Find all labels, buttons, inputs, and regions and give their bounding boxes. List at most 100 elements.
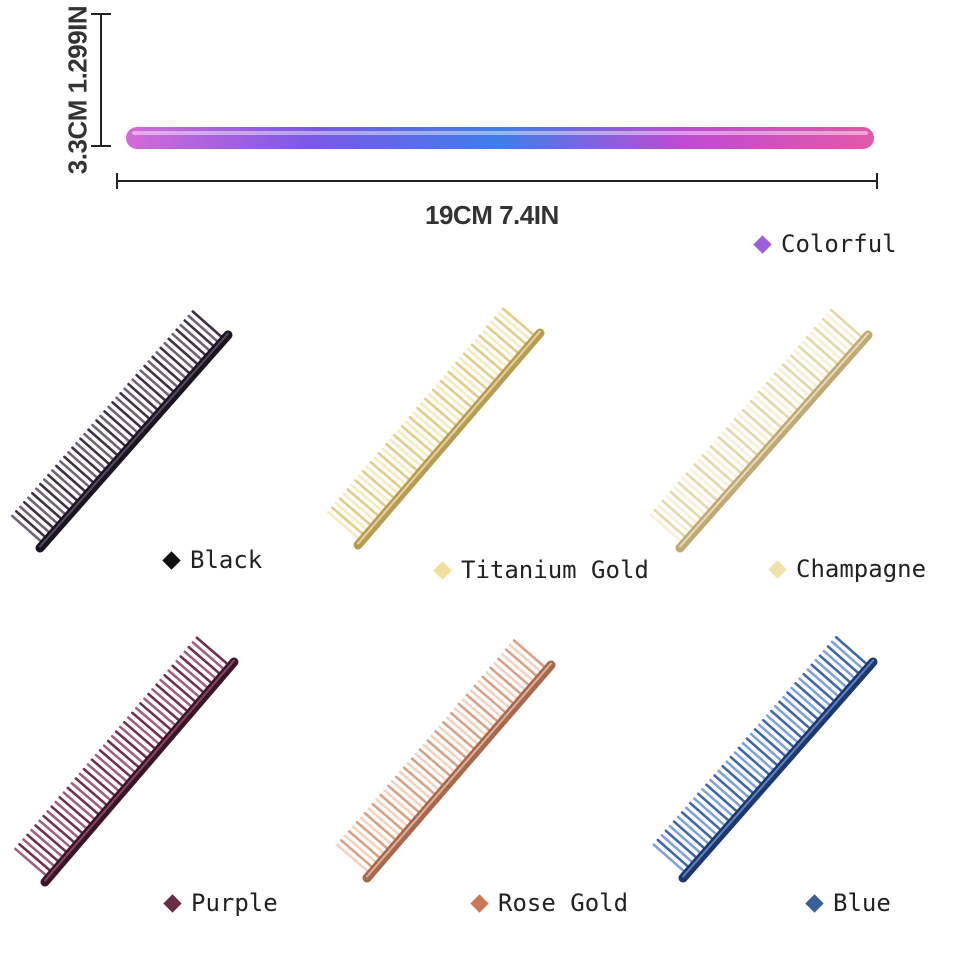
comb-tooth: [34, 824, 71, 856]
comb-tooth: [106, 739, 143, 771]
comb-tooth: [195, 636, 232, 668]
comb-tooth: [155, 683, 192, 715]
comb-tooth: [412, 411, 449, 443]
comb-tooth: [689, 467, 726, 500]
comb-tooth: [30, 828, 67, 861]
comb-tooth: [114, 730, 151, 762]
comb-tooth: [745, 404, 782, 436]
comb-tooth: [770, 709, 806, 742]
diamond-icon: [163, 893, 182, 913]
comb-tooth: [649, 513, 686, 546]
comb-tooth: [414, 752, 451, 785]
comb-tooth: [75, 441, 110, 473]
comb-tooth: [191, 641, 228, 673]
comb-tooth: [143, 364, 178, 396]
comb-tooth: [717, 769, 753, 802]
comb-tooth: [681, 476, 718, 509]
comb-tooth: [457, 702, 494, 735]
swatch-colorful: Colorful: [753, 230, 897, 258]
comb-tooth: [191, 310, 226, 341]
comb-tooth: [721, 764, 758, 797]
comb-tooth: [18, 842, 55, 875]
comb-tooth: [334, 501, 371, 534]
comb-tooth: [338, 497, 375, 529]
comb-tooth: [782, 695, 818, 728]
comb-tooth: [155, 351, 190, 382]
comb-tooth: [39, 482, 74, 514]
comb-tooth: [798, 677, 835, 710]
comb-tooth: [672, 820, 709, 852]
comb-tooth: [490, 320, 527, 353]
swatch-blue: Blue: [805, 889, 891, 917]
swatch-titanium-gold: Titanium Gold: [433, 556, 649, 584]
comb-tooth: [90, 758, 127, 790]
comb-tooth: [95, 419, 130, 450]
swatch-purple: Purple: [163, 889, 278, 917]
comb-tooth: [396, 429, 433, 461]
comb-tooth: [829, 308, 866, 341]
comb-tooth: [512, 639, 549, 671]
comb-tooth: [187, 314, 222, 346]
comb-tooth: [461, 698, 498, 730]
comb-tooth: [673, 486, 710, 518]
comb-tooth: [684, 806, 721, 839]
comb-tooth: [131, 378, 166, 409]
comb-tooth: [179, 655, 216, 687]
comb-tooth: [50, 805, 87, 837]
comb-tooth: [371, 802, 408, 835]
comb-tooth: [379, 793, 416, 826]
comb-tooth: [163, 341, 198, 373]
comb-tooth: [115, 396, 150, 427]
comb-tooth: [489, 666, 526, 698]
comb-tooth: [688, 801, 725, 834]
comb-tooth: [721, 431, 758, 464]
comb-tooth: [410, 757, 447, 789]
comb-tooth: [797, 345, 834, 377]
comb-tooth: [680, 811, 717, 843]
comb-tooth: [418, 748, 455, 780]
comb-tooth: [14, 847, 51, 879]
comb-tooth: [701, 788, 737, 820]
swatch-label: Champagne: [796, 555, 927, 583]
comb-tooth: [31, 491, 66, 523]
swatch-label: Blue: [833, 889, 891, 917]
comb-tooth: [147, 692, 184, 725]
comb-tooth: [504, 648, 541, 680]
comb-tooth: [473, 684, 510, 717]
comb-tooth: [813, 327, 850, 359]
comb-tooth: [346, 488, 383, 520]
diamond-icon: [470, 893, 489, 913]
comb-tooth: [139, 369, 174, 400]
comb-tooth: [729, 422, 766, 455]
comb-tooth: [470, 343, 507, 375]
titanium-gold-comb-image: [326, 307, 545, 550]
comb-tooth: [656, 838, 693, 871]
comb-tooth: [385, 442, 422, 475]
comb-tooth: [367, 807, 404, 839]
comb-tooth: [383, 789, 420, 821]
comb-tooth: [51, 469, 86, 500]
comb-tooth: [447, 370, 484, 402]
comb-tooth: [351, 825, 388, 857]
comb-tooth: [175, 659, 212, 692]
comb-tooth: [91, 423, 126, 455]
comb-tooth: [697, 792, 733, 825]
comb-tooth: [350, 483, 387, 515]
comb-tooth: [343, 834, 380, 866]
comb-tooth: [737, 746, 774, 779]
comb-tooth: [438, 725, 475, 757]
comb-tooth: [778, 700, 814, 733]
comb-tooth: [453, 707, 490, 739]
comb-tooth: [127, 382, 162, 414]
comb-tooth: [35, 487, 70, 518]
comb-tooth: [677, 481, 714, 514]
comb-tooth: [801, 340, 838, 373]
comb-tooth: [127, 716, 163, 748]
comb-tooth: [394, 775, 431, 807]
swatch-champagne: Champagne: [768, 555, 927, 583]
comb-tooth: [18, 505, 54, 536]
comb-tooth: [27, 496, 62, 527]
comb-tooth: [705, 783, 741, 816]
comb-tooth: [825, 313, 862, 346]
